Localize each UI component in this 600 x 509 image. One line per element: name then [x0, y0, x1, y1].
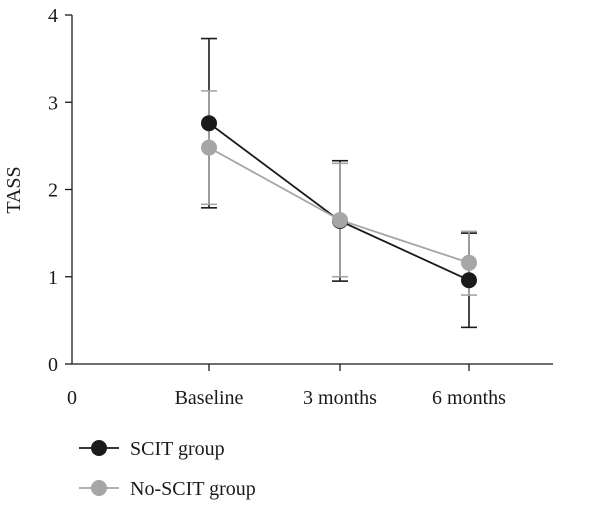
legend: SCIT group No-SCIT group — [79, 438, 256, 500]
axes: 0 1 2 3 4 0 Baseline 3 months 6 months TASS — [3, 5, 553, 409]
y-tick-label: 4 — [48, 5, 58, 27]
legend-item-no-scit: No-SCIT group — [79, 478, 256, 500]
x-tick-label: 3 months — [303, 387, 377, 409]
series-markers-no-scit — [201, 139, 477, 271]
x-tick-label: Baseline — [175, 387, 244, 409]
y-ticks: 0 1 2 3 4 — [48, 5, 72, 376]
data-point — [201, 115, 217, 132]
series-scit — [201, 37, 477, 329]
y-tick-label: 3 — [48, 92, 58, 114]
series-line — [208, 122, 470, 282]
legend-marker — [91, 480, 107, 496]
data-point — [332, 212, 348, 229]
series-markers-scit — [201, 115, 477, 289]
data-point — [201, 139, 217, 156]
data-point — [461, 272, 477, 289]
y-axis-label: TASS — [3, 166, 25, 213]
legend-item-scit: SCIT group — [79, 438, 225, 460]
x-origin-label: 0 — [67, 387, 77, 409]
plot-area — [201, 37, 477, 329]
y-tick-label: 2 — [48, 180, 58, 202]
x-tick-label: 6 months — [432, 387, 506, 409]
x-ticks: 0 Baseline 3 months 6 months — [67, 364, 506, 409]
y-tick-label: 0 — [48, 354, 58, 376]
legend-marker — [91, 440, 107, 456]
legend-label: No-SCIT group — [130, 478, 256, 500]
legend-label: SCIT group — [130, 438, 225, 460]
data-point — [461, 254, 477, 271]
series-line — [208, 146, 470, 264]
y-tick-label: 1 — [48, 267, 58, 289]
